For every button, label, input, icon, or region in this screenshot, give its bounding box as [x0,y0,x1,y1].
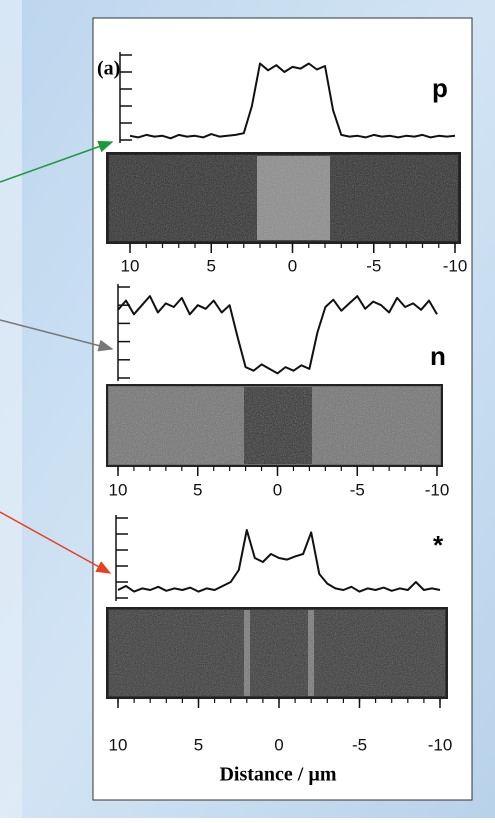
profile-line [129,62,456,140]
x-axis-label: Distance / µm [219,764,336,786]
x-tick-label: 10 [109,480,128,499]
x-tick-label: -5 [352,735,367,754]
arrow [0,140,114,183]
x-tick-label: 10 [109,735,128,754]
x-tick-label: -10 [428,735,453,754]
strip-star-noise [109,610,445,696]
image-strips [106,152,461,699]
profile-line [117,529,441,593]
x-tick-label: 0 [273,480,282,499]
profile-label: p [432,73,448,103]
profile-line [117,295,438,375]
x-tick-label: 0 [274,735,283,754]
x-tick-label: -5 [366,256,381,275]
strip-n-noise [109,387,440,464]
arrow [0,511,112,574]
x-tick-label: -10 [425,480,450,499]
x-tick-label: -10 [443,256,468,275]
strip-p-noise [109,155,458,241]
left-strip [0,0,22,818]
profile-label: n [430,341,446,371]
x-tick-label: 5 [193,480,202,499]
x-tick-label: 0 [288,256,297,275]
panel-label: (a) [97,58,120,80]
arrow [0,319,114,352]
x-tick-label: 5 [194,735,203,754]
x-tick-label: 10 [121,256,140,275]
x-tick-label: 5 [207,256,216,275]
profile-label: * [433,530,444,560]
x-tick-label: -5 [350,480,365,499]
